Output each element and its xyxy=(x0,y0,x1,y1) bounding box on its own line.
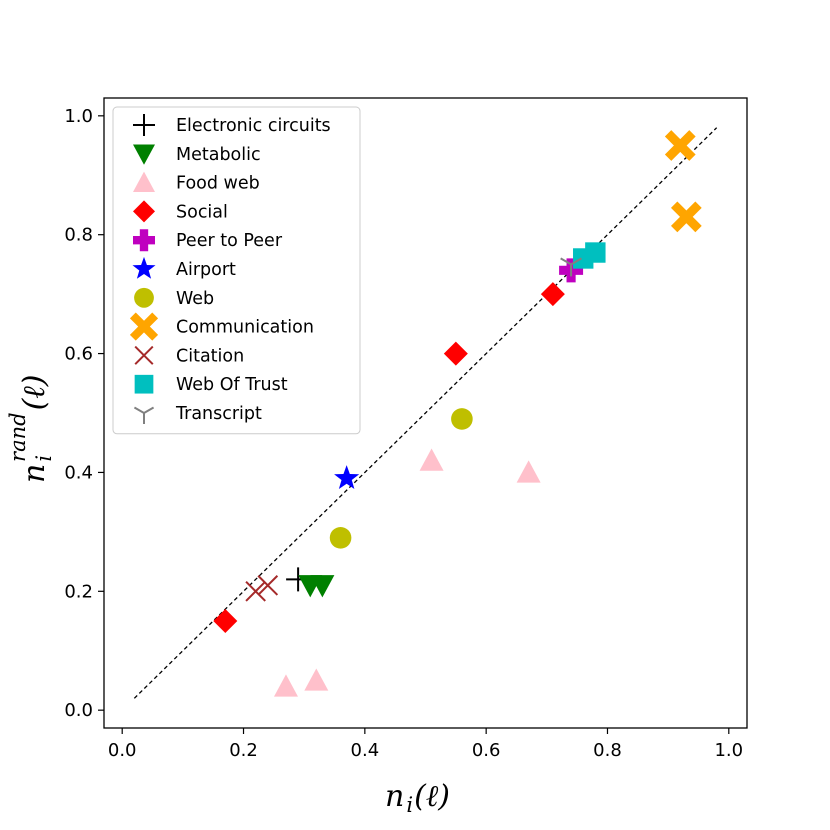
data-point-food-web xyxy=(516,460,541,483)
legend-marker-communication xyxy=(129,312,159,341)
legend-label-citation: Citation xyxy=(176,346,244,366)
legend-label-airport: Airport xyxy=(176,260,236,280)
legend-label-metabolic: Metabolic xyxy=(176,145,261,165)
legend-label-transcript: Transcript xyxy=(175,404,262,424)
data-point-food-web xyxy=(419,448,444,471)
data-point-citation xyxy=(245,580,266,602)
x-axis-label-arg: (ℓ) xyxy=(414,779,450,814)
data-point-metabolic xyxy=(310,575,335,598)
x-axis-label-var: n xyxy=(385,779,404,814)
data-point-food-web xyxy=(304,668,329,691)
data-point-communication xyxy=(664,130,696,161)
legend-label-food-web: Food web xyxy=(176,174,260,194)
legend-marker-metabolic xyxy=(133,144,155,165)
reference-line xyxy=(133,127,718,699)
y-tick-label: 0.0 xyxy=(64,700,93,721)
svg-text:nirand(ℓ): nirand(ℓ) xyxy=(6,375,56,483)
data-point-food-web xyxy=(273,674,298,697)
y-tick-label: 1.0 xyxy=(64,106,93,127)
y-tick-label: 0.2 xyxy=(64,581,93,602)
legend-label-peer-to-peer: Peer to Peer xyxy=(176,231,283,251)
y-tick-label: 0.4 xyxy=(64,462,93,483)
x-tick-label: 0.8 xyxy=(593,740,622,761)
data-point-social xyxy=(213,609,238,634)
legend-marker-food-web xyxy=(133,171,155,192)
legend-label-social: Social xyxy=(176,202,228,222)
y-tick-label: 0.8 xyxy=(64,225,93,246)
y-axis-label-arg: (ℓ) xyxy=(17,375,52,411)
legend-marker-citation xyxy=(134,345,154,365)
legend-marker-social xyxy=(133,200,155,223)
data-point-web-of-trust xyxy=(585,242,606,263)
data-point-airport xyxy=(334,465,360,490)
data-point-communication xyxy=(670,201,702,233)
y-tick-label: 0.6 xyxy=(64,344,93,365)
legend-marker-airport xyxy=(132,256,156,279)
y-axis-label-var: n xyxy=(17,464,52,483)
x-tick-label: 0.6 xyxy=(472,740,501,761)
data-point-social xyxy=(443,341,468,366)
data-point-transcript xyxy=(560,257,583,277)
legend-label-electronic-circuits: Electronic circuits xyxy=(176,116,331,136)
legend-box xyxy=(112,106,361,435)
data-point-social xyxy=(540,282,565,307)
legend-label-web-of-trust: Web Of Trust xyxy=(176,375,288,395)
legend-marker-web-of-trust xyxy=(134,374,154,394)
x-tick-label: 0.2 xyxy=(229,740,258,761)
x-axis-label-sub: i xyxy=(406,793,413,817)
legend-label-communication: Communication xyxy=(176,318,314,338)
y-axis-label: nirand(ℓ) xyxy=(6,375,56,483)
x-tick-label: 1.0 xyxy=(714,740,743,761)
legend-marker-web xyxy=(134,287,154,308)
legend-label-web: Web xyxy=(176,289,214,309)
data-point-web xyxy=(329,527,352,549)
x-tick-label: 0.0 xyxy=(108,740,137,761)
x-tick-label: 0.4 xyxy=(351,740,380,761)
x-axis-label: ni(ℓ) xyxy=(385,779,450,817)
plot-frame xyxy=(103,97,748,729)
legend-marker-transcript xyxy=(133,406,155,424)
y-axis-label-sub: i xyxy=(32,455,56,462)
legend-marker-electronic-circuits xyxy=(133,114,155,136)
y-axis-label-sup: rand xyxy=(6,412,30,462)
legend-marker-peer-to-peer xyxy=(133,229,155,252)
data-point-citation xyxy=(257,575,279,596)
data-point-web xyxy=(451,408,473,430)
